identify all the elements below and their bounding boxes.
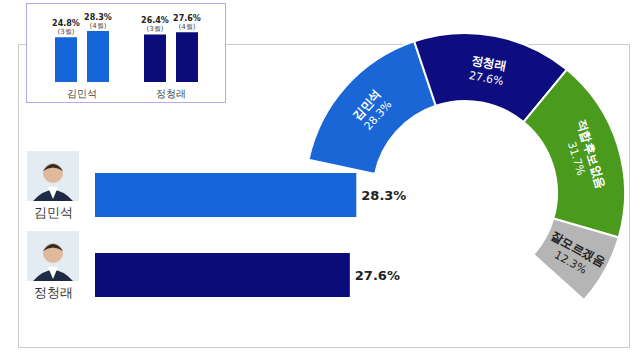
svg-text:잘모르겠음12.3%: 잘모르겠음12.3% bbox=[541, 228, 608, 283]
svg-text:김민석: 김민석 bbox=[67, 88, 97, 99]
svg-text:김민석: 김민석 bbox=[34, 205, 73, 220]
svg-text:정청래27.6%: 정청래27.6% bbox=[467, 53, 508, 88]
svg-text:김민석28.3%: 김민석28.3% bbox=[349, 87, 395, 133]
svg-text:24.8%: 24.8% bbox=[52, 19, 80, 28]
svg-text:27.6%: 27.6% bbox=[355, 268, 400, 283]
svg-text:(3월): (3월) bbox=[147, 25, 164, 33]
svg-text:(4월): (4월) bbox=[179, 23, 196, 31]
svg-text:28.3%: 28.3% bbox=[361, 188, 406, 203]
svg-text:(4월): (4월) bbox=[90, 22, 107, 30]
svg-text:27.6%: 27.6% bbox=[173, 14, 201, 23]
svg-text:정청래: 정청래 bbox=[156, 88, 186, 99]
svg-text:정청래: 정청래 bbox=[34, 285, 73, 300]
svg-text:적합후보없음31.7%: 적합후보없음31.7% bbox=[559, 118, 608, 195]
svg-text:28.3%: 28.3% bbox=[84, 13, 112, 22]
svg-text:(3월): (3월) bbox=[58, 28, 75, 36]
svg-text:26.4%: 26.4% bbox=[141, 16, 169, 25]
